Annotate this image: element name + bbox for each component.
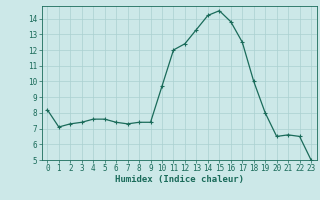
X-axis label: Humidex (Indice chaleur): Humidex (Indice chaleur) [115,175,244,184]
